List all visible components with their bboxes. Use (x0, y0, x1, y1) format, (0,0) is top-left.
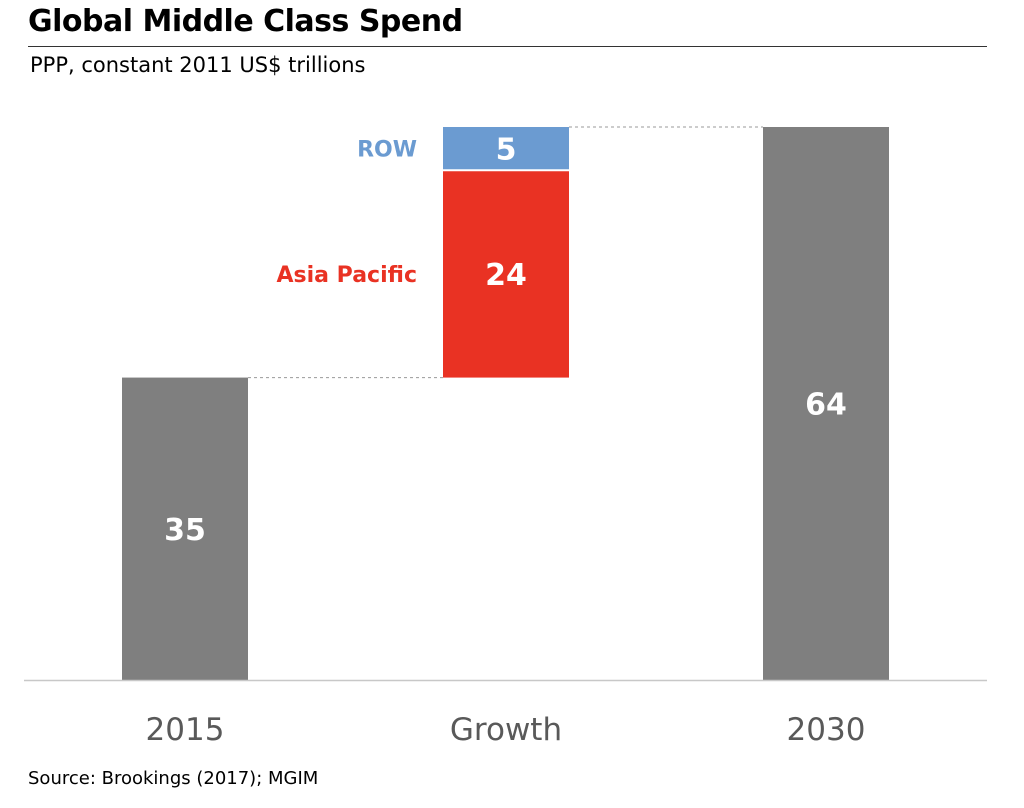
series-label-row: ROW (357, 138, 417, 163)
bar-2030 (763, 127, 889, 680)
data-label-2015: 35 (164, 513, 206, 548)
x-tick-label-2030: 2030 (787, 712, 866, 748)
x-tick-label-2015: 2015 (146, 712, 225, 748)
data-label-row: 5 (496, 133, 517, 168)
chart-title: Global Middle Class Spend (28, 4, 463, 39)
x-tick-label-growth: Growth (450, 712, 562, 748)
chart-subtitle: PPP, constant 2011 US$ trillions (30, 53, 366, 77)
bar-asia-pacific (443, 170, 569, 378)
data-label-asia-pacific: 24 (485, 258, 527, 293)
bar-row (443, 127, 569, 171)
title-divider (28, 46, 987, 47)
source-note: Source: Brookings (2017); MGIM (28, 768, 319, 789)
data-label-2030: 64 (805, 388, 847, 423)
bar-2015 (122, 377, 248, 680)
series-label-asia-pacific: Asia Pacific (277, 263, 417, 288)
